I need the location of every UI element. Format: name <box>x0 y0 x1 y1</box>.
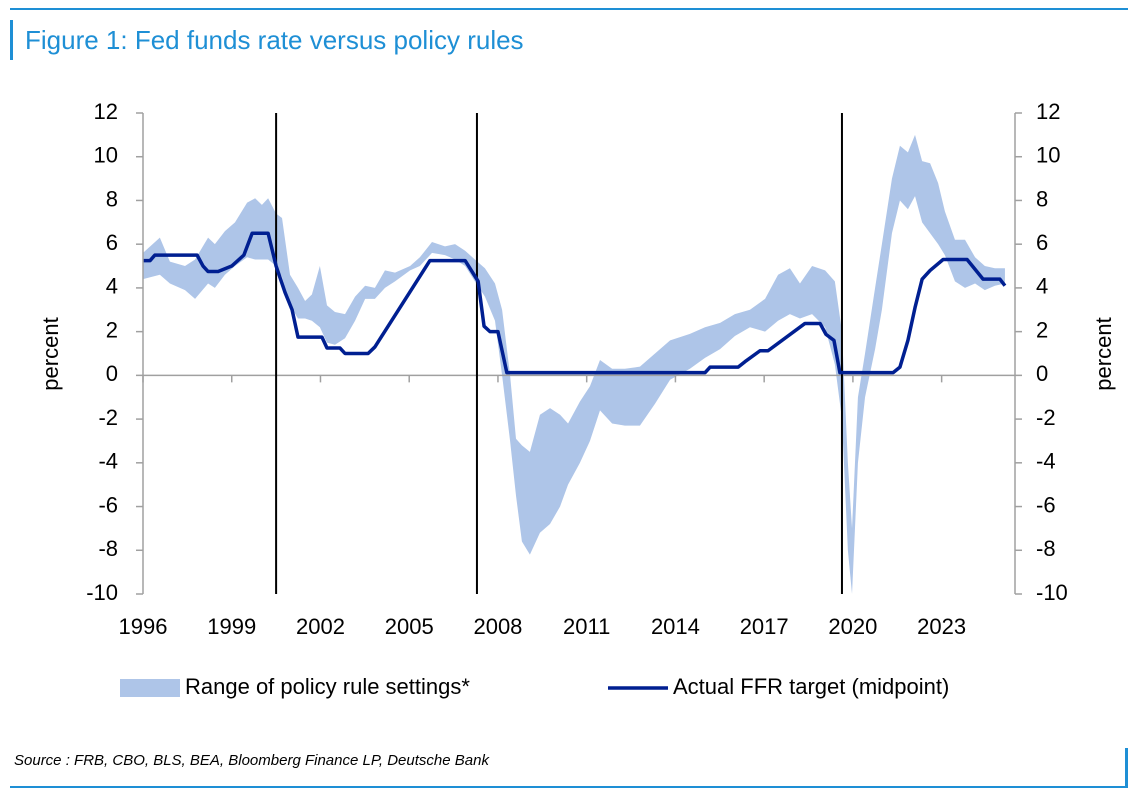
y2-tick-label: 10 <box>1036 143 1060 168</box>
y2-tick-label: 0 <box>1036 361 1048 386</box>
y-tick-label: 6 <box>106 230 118 255</box>
y-axis-label: percent <box>38 317 63 390</box>
chart-title: Figure 1: Fed funds rate versus policy r… <box>25 25 524 55</box>
legend-label: Actual FFR target (midpoint) <box>673 674 949 699</box>
legend-label: Range of policy rule settings* <box>185 674 470 699</box>
y-tick-label: 2 <box>106 317 118 342</box>
y-tick-label: -10 <box>86 580 118 605</box>
y-tick-label: 12 <box>94 99 118 124</box>
y2-tick-label: 4 <box>1036 274 1048 299</box>
x-tick-label: 2014 <box>651 614 700 639</box>
policy-range-band <box>143 134 1005 594</box>
x-tick-label: 1996 <box>119 614 168 639</box>
y-tick-label: -6 <box>98 492 118 517</box>
source: Source : FRB, CBO, BLS, BEA, Bloomberg F… <box>14 752 490 769</box>
footer-bar <box>1125 748 1128 788</box>
y-tick-label: -8 <box>98 536 118 561</box>
y2-tick-label: -10 <box>1036 580 1068 605</box>
x-tick-label: 2023 <box>917 614 966 639</box>
y-tick-label: -2 <box>98 405 118 430</box>
legend-swatch <box>120 679 180 697</box>
y-tick-label: 8 <box>106 186 118 211</box>
y2-tick-label: -4 <box>1036 449 1056 474</box>
y2-tick-label: 2 <box>1036 317 1048 342</box>
x-tick-label: 2020 <box>828 614 877 639</box>
y2-axis-label: percent <box>1091 317 1116 390</box>
y2-tick-label: -6 <box>1036 492 1056 517</box>
x-tick-label: 2002 <box>296 614 345 639</box>
y-tick-label: -4 <box>98 449 118 474</box>
x-tick-label: 2008 <box>473 614 522 639</box>
x-tick-label: 1999 <box>207 614 256 639</box>
y2-tick-label: -2 <box>1036 405 1056 430</box>
x-tick-label: 2005 <box>385 614 434 639</box>
y2-tick-label: 6 <box>1036 230 1048 255</box>
x-tick-label: 2011 <box>563 614 610 639</box>
y2-tick-label: 12 <box>1036 99 1060 124</box>
title-bar <box>10 20 13 60</box>
y-tick-label: 4 <box>106 274 118 299</box>
x-tick-label: 2017 <box>740 614 789 639</box>
y2-tick-label: 8 <box>1036 186 1048 211</box>
y2-tick-label: -8 <box>1036 536 1056 561</box>
y-tick-label: 10 <box>94 143 118 168</box>
ffr-line <box>143 231 1007 375</box>
y-tick-label: 0 <box>106 361 118 386</box>
